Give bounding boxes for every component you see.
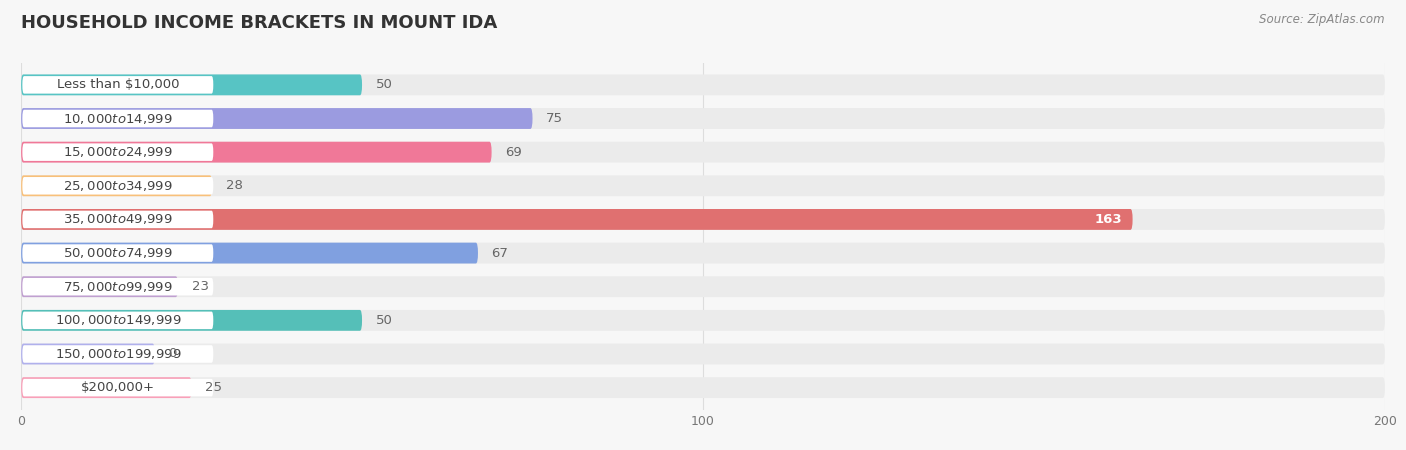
FancyBboxPatch shape bbox=[22, 379, 214, 396]
FancyBboxPatch shape bbox=[21, 276, 179, 297]
FancyBboxPatch shape bbox=[22, 110, 214, 127]
FancyBboxPatch shape bbox=[21, 209, 1385, 230]
FancyBboxPatch shape bbox=[21, 343, 155, 365]
FancyBboxPatch shape bbox=[21, 243, 1385, 264]
FancyBboxPatch shape bbox=[21, 343, 1385, 365]
FancyBboxPatch shape bbox=[22, 177, 214, 194]
FancyBboxPatch shape bbox=[21, 108, 1385, 129]
FancyBboxPatch shape bbox=[22, 278, 214, 296]
Text: 50: 50 bbox=[375, 78, 392, 91]
FancyBboxPatch shape bbox=[21, 74, 1385, 95]
FancyBboxPatch shape bbox=[21, 176, 1385, 196]
FancyBboxPatch shape bbox=[21, 310, 1385, 331]
Text: Less than $10,000: Less than $10,000 bbox=[56, 78, 179, 91]
Text: 23: 23 bbox=[191, 280, 208, 293]
FancyBboxPatch shape bbox=[22, 244, 214, 262]
Text: $150,000 to $199,999: $150,000 to $199,999 bbox=[55, 347, 181, 361]
Text: 67: 67 bbox=[492, 247, 509, 260]
Text: $15,000 to $24,999: $15,000 to $24,999 bbox=[63, 145, 173, 159]
Text: $100,000 to $149,999: $100,000 to $149,999 bbox=[55, 313, 181, 327]
Text: 163: 163 bbox=[1095, 213, 1122, 226]
FancyBboxPatch shape bbox=[21, 377, 1385, 398]
FancyBboxPatch shape bbox=[21, 243, 478, 264]
FancyBboxPatch shape bbox=[22, 76, 214, 94]
Text: 69: 69 bbox=[505, 146, 522, 159]
Text: 28: 28 bbox=[225, 179, 243, 192]
FancyBboxPatch shape bbox=[21, 142, 1385, 162]
FancyBboxPatch shape bbox=[21, 176, 212, 196]
FancyBboxPatch shape bbox=[22, 311, 214, 329]
Text: 75: 75 bbox=[546, 112, 564, 125]
FancyBboxPatch shape bbox=[21, 74, 363, 95]
Text: $200,000+: $200,000+ bbox=[80, 381, 155, 394]
Text: 0: 0 bbox=[169, 347, 177, 360]
Text: $35,000 to $49,999: $35,000 to $49,999 bbox=[63, 212, 173, 226]
FancyBboxPatch shape bbox=[22, 211, 214, 228]
Text: $75,000 to $99,999: $75,000 to $99,999 bbox=[63, 280, 173, 294]
Text: $50,000 to $74,999: $50,000 to $74,999 bbox=[63, 246, 173, 260]
Text: HOUSEHOLD INCOME BRACKETS IN MOUNT IDA: HOUSEHOLD INCOME BRACKETS IN MOUNT IDA bbox=[21, 14, 498, 32]
Text: $10,000 to $14,999: $10,000 to $14,999 bbox=[63, 112, 173, 126]
FancyBboxPatch shape bbox=[21, 276, 1385, 297]
FancyBboxPatch shape bbox=[21, 108, 533, 129]
FancyBboxPatch shape bbox=[21, 310, 363, 331]
Text: 50: 50 bbox=[375, 314, 392, 327]
FancyBboxPatch shape bbox=[21, 142, 492, 162]
Text: 25: 25 bbox=[205, 381, 222, 394]
Text: $25,000 to $34,999: $25,000 to $34,999 bbox=[63, 179, 173, 193]
FancyBboxPatch shape bbox=[21, 377, 191, 398]
Text: Source: ZipAtlas.com: Source: ZipAtlas.com bbox=[1260, 14, 1385, 27]
FancyBboxPatch shape bbox=[22, 144, 214, 161]
FancyBboxPatch shape bbox=[21, 209, 1133, 230]
FancyBboxPatch shape bbox=[22, 345, 214, 363]
